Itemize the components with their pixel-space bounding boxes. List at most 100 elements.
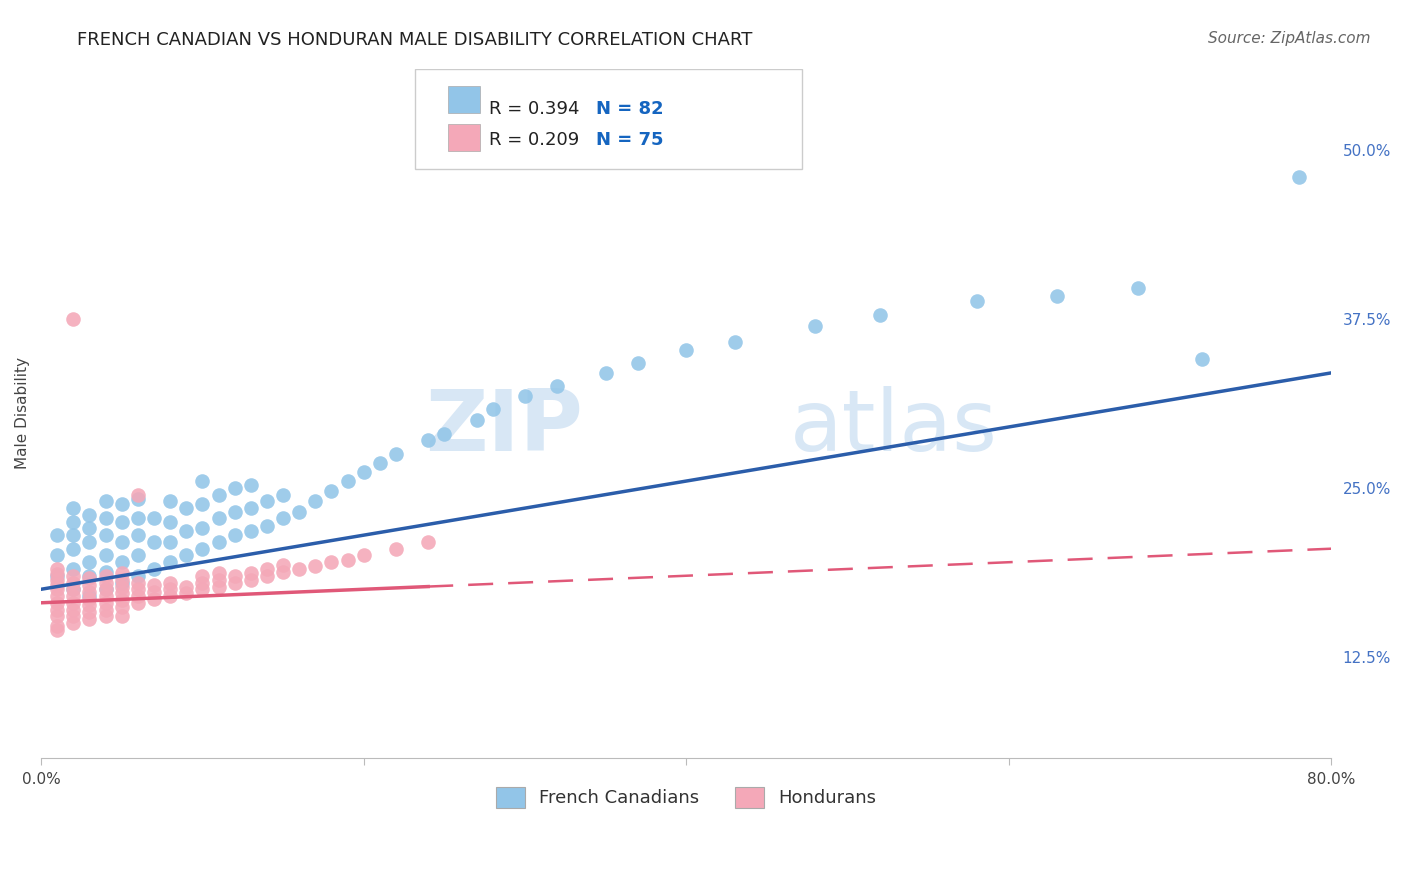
Point [546, 379, 568, 393]
Point [127, 528, 149, 542]
Point [239, 566, 262, 580]
Point [62, 501, 84, 516]
Point [127, 487, 149, 501]
Point [46, 589, 69, 603]
Point [724, 334, 747, 349]
Point [111, 609, 134, 624]
Point [256, 568, 278, 582]
Point [46, 568, 69, 582]
Point [127, 510, 149, 524]
Point [224, 575, 246, 590]
Point [62, 311, 84, 326]
Point [143, 585, 166, 599]
Y-axis label: Male Disability: Male Disability [15, 358, 30, 469]
Point [224, 505, 246, 519]
Point [79, 535, 101, 549]
Point [62, 582, 84, 597]
Point [804, 318, 827, 333]
Point [111, 535, 134, 549]
Point [191, 575, 214, 590]
Point [46, 619, 69, 633]
Point [62, 562, 84, 576]
Point [418, 434, 440, 448]
Point [174, 586, 197, 600]
Point [79, 605, 101, 619]
Point [62, 582, 84, 597]
Point [191, 582, 214, 597]
Point [191, 497, 214, 511]
Point [1046, 289, 1069, 303]
Point [207, 580, 229, 594]
Point [94, 582, 117, 597]
Text: atlas: atlas [790, 385, 997, 468]
Point [46, 528, 69, 542]
Point [127, 491, 149, 506]
Point [62, 602, 84, 616]
Point [94, 528, 117, 542]
Point [191, 541, 214, 556]
Point [143, 510, 166, 524]
Point [174, 524, 197, 538]
Point [46, 578, 69, 592]
Point [127, 582, 149, 597]
Point [288, 562, 311, 576]
Point [79, 508, 101, 522]
Point [207, 566, 229, 580]
Point [353, 549, 375, 563]
Point [79, 578, 101, 592]
Text: Source: ZipAtlas.com: Source: ZipAtlas.com [1208, 31, 1371, 46]
Point [321, 555, 343, 569]
Point [94, 568, 117, 582]
Point [159, 575, 181, 590]
Point [513, 389, 536, 403]
Point [79, 591, 101, 606]
Text: N = 75: N = 75 [596, 130, 664, 149]
Point [159, 515, 181, 529]
Text: FRENCH CANADIAN VS HONDURAN MALE DISABILITY CORRELATION CHART: FRENCH CANADIAN VS HONDURAN MALE DISABIL… [77, 31, 752, 49]
Point [111, 555, 134, 569]
Point [62, 596, 84, 610]
Point [127, 568, 149, 582]
Point [174, 549, 197, 563]
Point [46, 596, 69, 610]
Point [79, 521, 101, 535]
Point [191, 521, 214, 535]
Point [46, 623, 69, 637]
Point [94, 596, 117, 610]
Point [94, 609, 117, 624]
Point [94, 510, 117, 524]
Point [336, 474, 359, 488]
Point [207, 573, 229, 587]
Point [1191, 352, 1213, 367]
Point [271, 558, 294, 572]
Point [127, 575, 149, 590]
Point [111, 599, 134, 614]
Point [368, 457, 391, 471]
Point [143, 591, 166, 606]
Point [79, 589, 101, 603]
Point [46, 602, 69, 616]
Point [353, 465, 375, 479]
Point [94, 589, 117, 603]
Legend: French Canadians, Hondurans: French Canadians, Hondurans [488, 780, 884, 815]
Point [191, 474, 214, 488]
Point [79, 599, 101, 613]
Point [46, 609, 69, 624]
Point [127, 596, 149, 610]
Point [143, 578, 166, 592]
Point [256, 518, 278, 533]
Point [111, 580, 134, 594]
Point [62, 528, 84, 542]
Point [256, 494, 278, 508]
Point [62, 541, 84, 556]
FancyBboxPatch shape [447, 124, 479, 152]
Point [94, 549, 117, 563]
Point [46, 562, 69, 576]
Point [1288, 169, 1310, 184]
Point [224, 528, 246, 542]
Point [143, 562, 166, 576]
Point [595, 366, 617, 380]
Point [94, 602, 117, 616]
Point [111, 497, 134, 511]
Point [62, 575, 84, 590]
